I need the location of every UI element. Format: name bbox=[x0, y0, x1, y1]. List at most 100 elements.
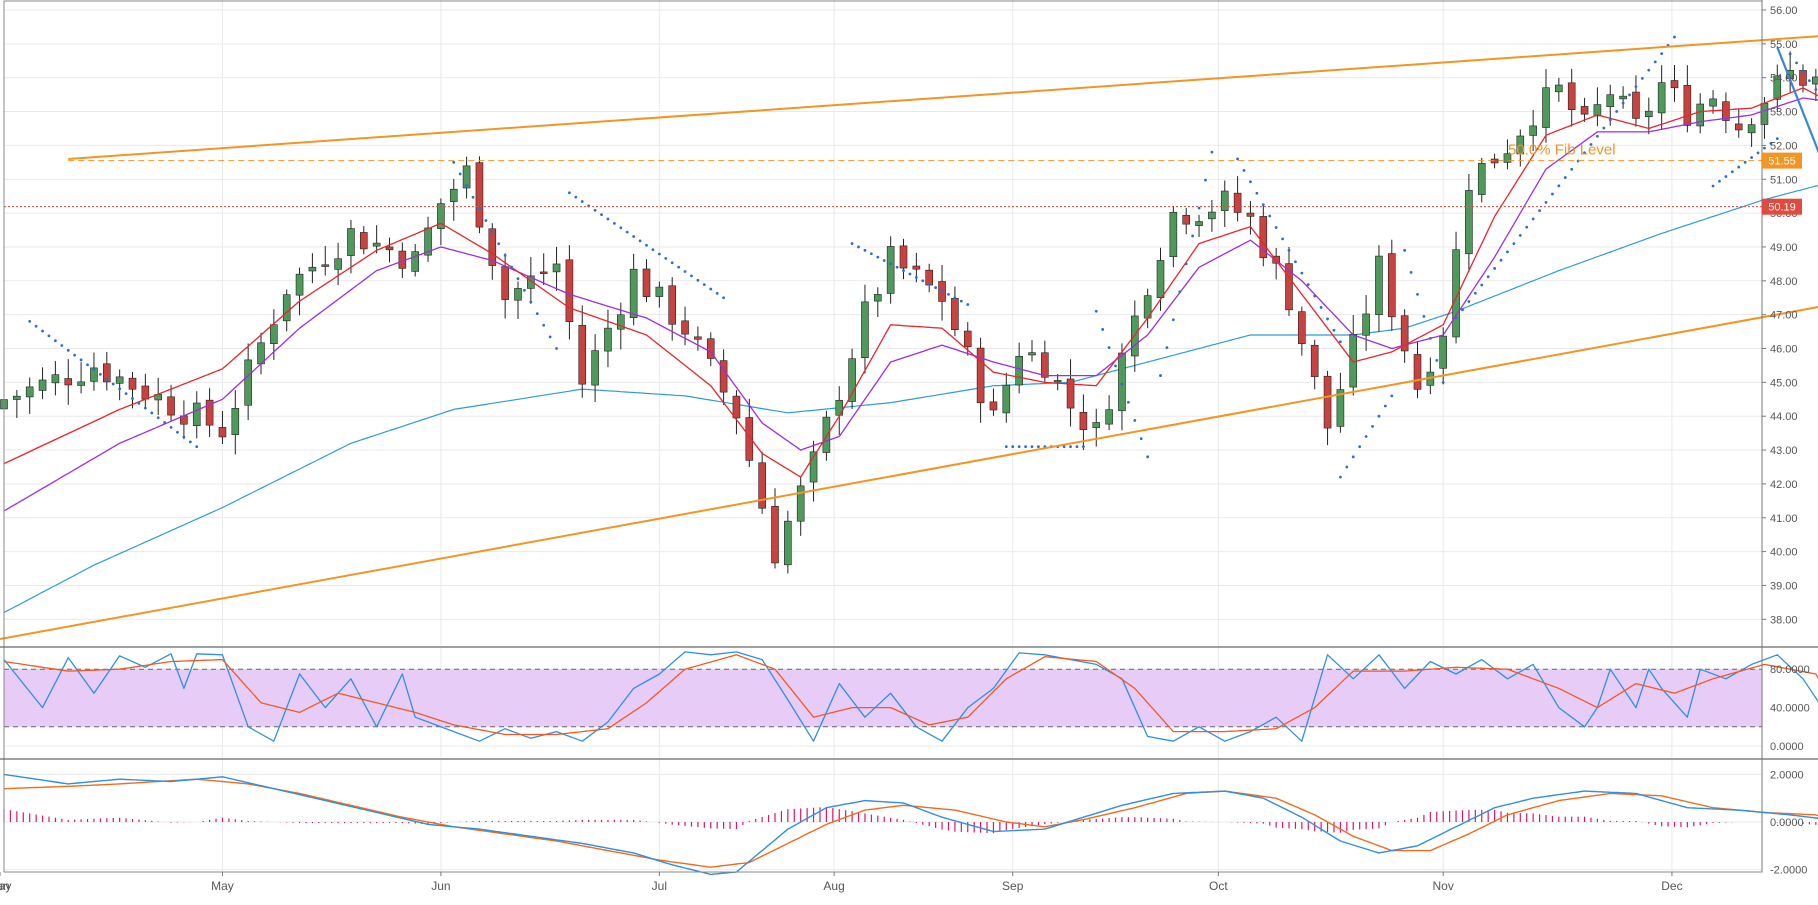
sar-dot bbox=[928, 283, 931, 286]
candle-body bbox=[1568, 83, 1575, 110]
candle-body bbox=[951, 298, 958, 329]
sar-dot bbox=[1191, 235, 1194, 238]
sar-dot bbox=[1814, 88, 1817, 91]
sar-dot bbox=[1737, 166, 1740, 169]
candle-body bbox=[1234, 193, 1241, 212]
sar-dot bbox=[542, 324, 545, 327]
sar-dot bbox=[1795, 61, 1798, 64]
x-tick-label: Jul bbox=[652, 879, 667, 893]
candle-body bbox=[1543, 88, 1550, 128]
sar-dot bbox=[902, 269, 905, 272]
sar-dot bbox=[1628, 94, 1631, 97]
candle-body bbox=[977, 348, 984, 403]
sar-dot bbox=[1018, 445, 1021, 448]
candle-body bbox=[1530, 126, 1537, 136]
price-tick-label: 47.00 bbox=[1770, 310, 1798, 322]
candle-body bbox=[913, 266, 920, 269]
sar-dot bbox=[60, 344, 63, 347]
stochastic-band bbox=[4, 669, 1762, 727]
sar-dot bbox=[1390, 394, 1393, 397]
sar-dot bbox=[1635, 85, 1638, 88]
candle-body bbox=[1054, 380, 1061, 382]
sar-dot bbox=[1249, 180, 1252, 183]
sar-dot bbox=[529, 301, 532, 304]
x-tick-label: Jun bbox=[431, 879, 450, 893]
sar-dot bbox=[1320, 306, 1323, 309]
candle-body bbox=[1414, 354, 1421, 389]
candle-body bbox=[964, 331, 971, 347]
sar-dot bbox=[934, 286, 937, 289]
sar-dot bbox=[1095, 310, 1098, 313]
sar-dot bbox=[170, 426, 173, 429]
price-tick-label: 41.00 bbox=[1770, 513, 1798, 525]
candle-body bbox=[1196, 222, 1203, 226]
sar-dot bbox=[1333, 329, 1336, 332]
candle-body bbox=[1440, 336, 1447, 368]
price-tick-label: 46.00 bbox=[1770, 344, 1798, 356]
sar-dot bbox=[574, 196, 577, 199]
candle-body bbox=[1324, 376, 1331, 428]
sar-dot bbox=[658, 253, 661, 256]
candle-body bbox=[1298, 312, 1305, 344]
candle-body bbox=[1311, 345, 1318, 376]
candle-body bbox=[656, 287, 663, 296]
sar-dot bbox=[613, 222, 616, 225]
candle-body bbox=[1183, 215, 1190, 224]
sar-dot bbox=[1101, 328, 1104, 331]
candle-body bbox=[142, 386, 149, 399]
candle-body bbox=[270, 325, 277, 344]
sar-dot bbox=[54, 339, 57, 342]
sar-dot bbox=[73, 354, 76, 357]
candle-body bbox=[360, 232, 367, 248]
fib-price-tag: 51.55 bbox=[1768, 156, 1796, 168]
candle-body bbox=[540, 272, 547, 274]
sar-dot bbox=[1654, 60, 1657, 63]
sar-dot bbox=[48, 334, 51, 337]
candle-body bbox=[861, 302, 868, 358]
candle-body bbox=[1620, 96, 1627, 99]
candle-body bbox=[1607, 95, 1614, 107]
candle-body bbox=[476, 163, 483, 227]
sar-dot bbox=[883, 259, 886, 262]
x-tick-label: Sep bbox=[1002, 879, 1024, 893]
sar-dot bbox=[1031, 445, 1034, 448]
x-tick-label: Nov bbox=[1433, 879, 1454, 893]
sar-dot bbox=[157, 416, 160, 419]
stochastic-tick-label: 40.0000 bbox=[1770, 703, 1810, 715]
sar-dot bbox=[1789, 53, 1792, 56]
sar-dot bbox=[1480, 284, 1483, 287]
sar-dot bbox=[1750, 156, 1753, 159]
stochastic-tick-label: 80.0000 bbox=[1770, 664, 1810, 676]
candle-body bbox=[823, 417, 830, 452]
sar-dot bbox=[1114, 364, 1117, 367]
sar-dot bbox=[1211, 151, 1214, 154]
sar-dot bbox=[1371, 425, 1374, 428]
sar-dot bbox=[1718, 180, 1721, 183]
candle-body bbox=[450, 189, 457, 201]
sar-dot bbox=[93, 368, 96, 371]
candle-body bbox=[515, 288, 522, 300]
candle-body bbox=[1041, 353, 1048, 378]
price-tick-label: 54.00 bbox=[1770, 73, 1798, 85]
sar-dot bbox=[954, 296, 957, 299]
sar-dot bbox=[183, 436, 186, 439]
sar-dot bbox=[1339, 476, 1342, 479]
candle-body bbox=[232, 408, 239, 434]
candle-body bbox=[1080, 412, 1087, 429]
sar-dot bbox=[1159, 374, 1162, 377]
sar-dot bbox=[131, 397, 134, 400]
sar-dot bbox=[876, 256, 879, 259]
sar-dot bbox=[1532, 217, 1535, 220]
price-tick-label: 45.00 bbox=[1770, 377, 1798, 389]
sar-dot bbox=[1493, 267, 1496, 270]
sar-dot bbox=[163, 421, 166, 424]
candle-body bbox=[65, 379, 72, 385]
sar-dot bbox=[1288, 249, 1291, 252]
candle-body bbox=[682, 321, 689, 334]
candle-body bbox=[643, 269, 650, 297]
candle-body bbox=[1748, 125, 1755, 133]
sar-dot bbox=[1757, 151, 1760, 154]
candle-body bbox=[26, 387, 33, 397]
